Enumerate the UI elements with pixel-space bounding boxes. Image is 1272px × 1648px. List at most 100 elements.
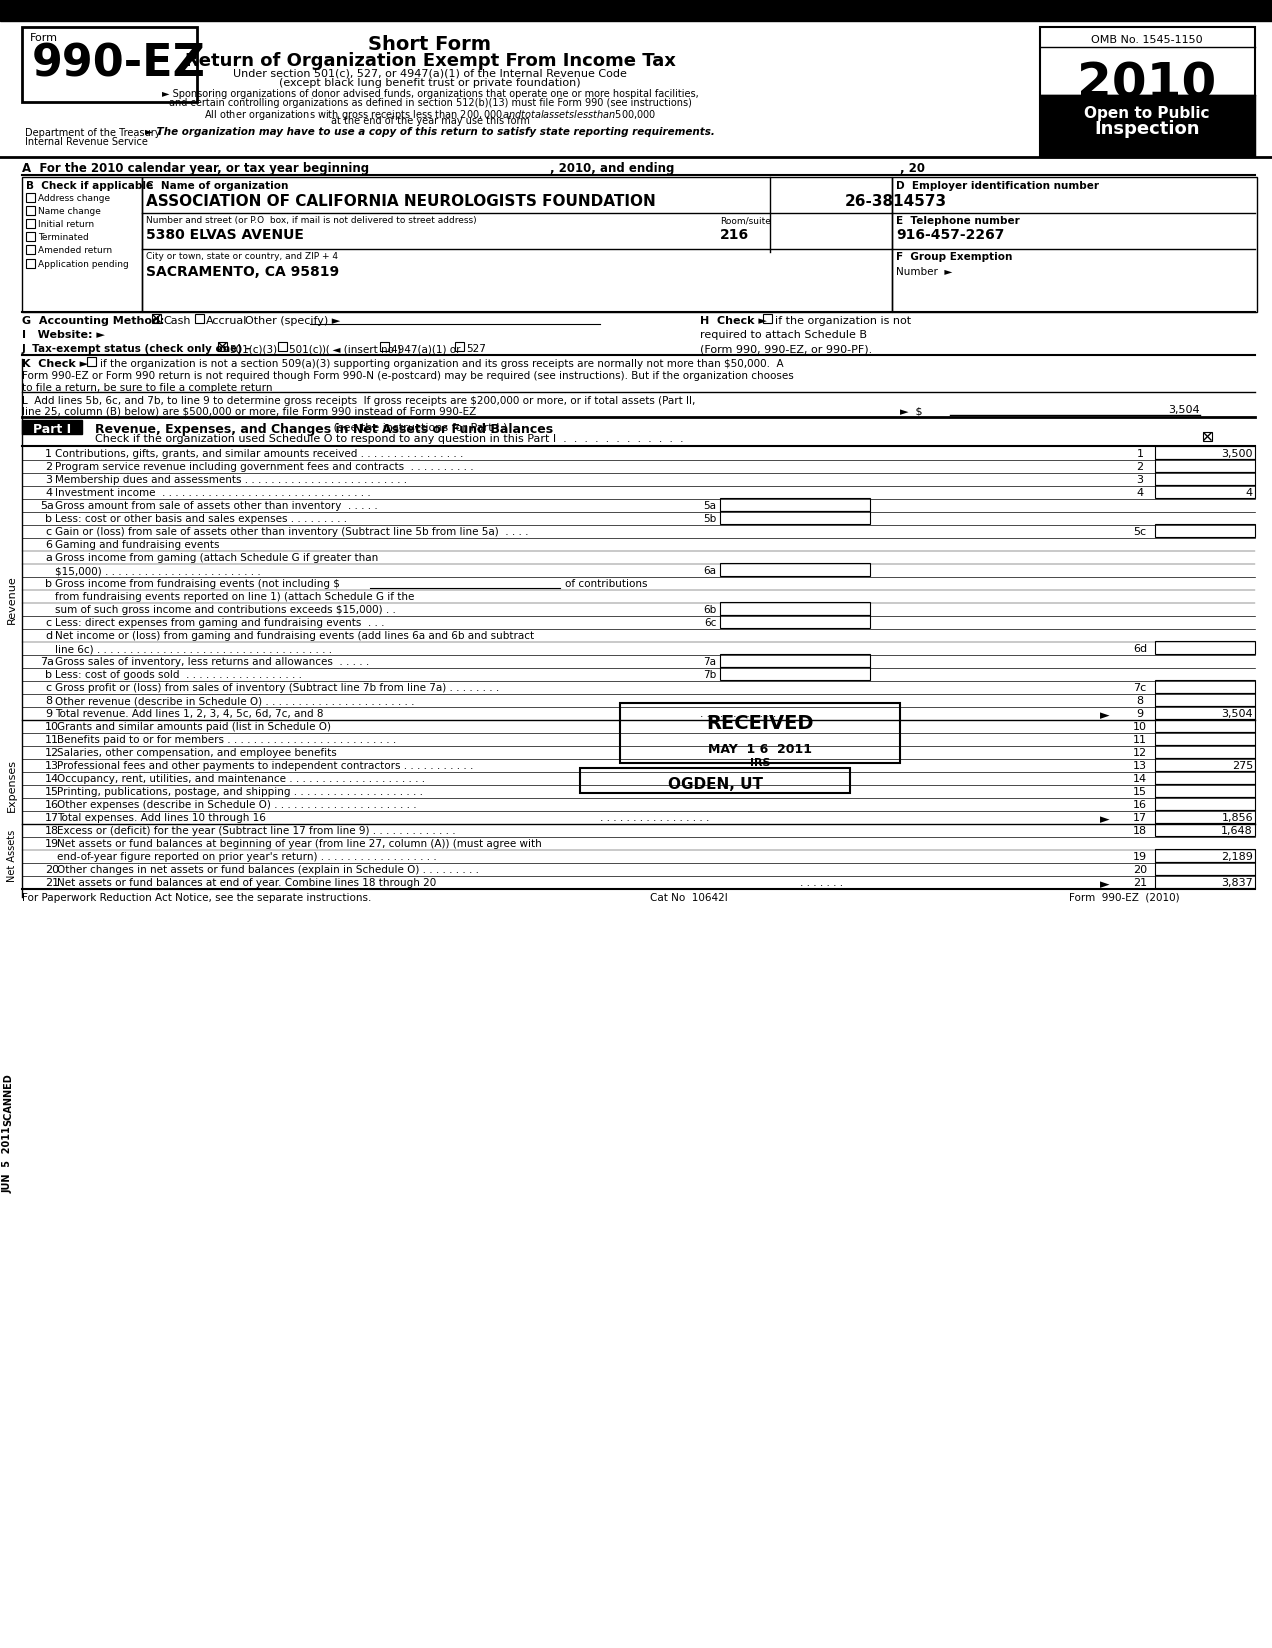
Text: Less: direct expenses from gaming and fundraising events  . . .: Less: direct expenses from gaming and fu…	[55, 618, 384, 628]
Text: 9: 9	[45, 709, 52, 719]
Text: 6b: 6b	[703, 605, 716, 615]
Text: 1: 1	[45, 448, 52, 458]
Bar	[1040, 96, 1255, 158]
Bar	[218, 343, 226, 351]
Bar	[1155, 745, 1255, 758]
Text: Net assets or fund balances at beginning of year (from line 27, column (A)) (mus: Net assets or fund balances at beginning…	[57, 839, 542, 849]
Bar	[142, 178, 892, 313]
Text: . . . . . . . . . . . . . . . . .: . . . . . . . . . . . . . . . . .	[600, 812, 710, 822]
Text: ►: ►	[1100, 812, 1109, 826]
Text: 6a: 6a	[703, 565, 716, 575]
Text: 4: 4	[1136, 488, 1144, 498]
Text: Gross sales of inventory, less returns and allowances  . . . . .: Gross sales of inventory, less returns a…	[55, 656, 369, 666]
Text: 216: 216	[720, 227, 749, 242]
Text: 9: 9	[1136, 709, 1144, 719]
Bar	[763, 315, 772, 323]
Text: 7c: 7c	[1133, 682, 1146, 692]
Text: Short Form: Short Form	[369, 35, 491, 54]
Text: 10: 10	[45, 722, 59, 732]
Text: Professional fees and other payments to independent contractors . . . . . . . . : Professional fees and other payments to …	[57, 760, 473, 771]
Text: F  Group Exemption: F Group Exemption	[895, 252, 1013, 262]
Text: c: c	[45, 527, 51, 537]
Text: All other organizations with gross receipts less than $200,000 and total assets : All other organizations with gross recei…	[204, 107, 656, 122]
Text: Revenue: Revenue	[8, 575, 17, 625]
Bar	[1155, 811, 1255, 824]
Text: 7a: 7a	[703, 656, 716, 666]
Text: 990-EZ: 990-EZ	[32, 41, 206, 86]
Text: and certain controlling organizations as defined in section 512(b)(13) must file: and certain controlling organizations as…	[169, 97, 692, 107]
Text: Occupancy, rent, utilities, and maintenance . . . . . . . . . . . . . . . . . . : Occupancy, rent, utilities, and maintena…	[57, 773, 425, 783]
Text: Initial return: Initial return	[38, 219, 94, 229]
Bar	[1155, 524, 1255, 537]
Text: Other revenue (describe in Schedule O) . . . . . . . . . . . . . . . . . . . . .: Other revenue (describe in Schedule O) .…	[55, 695, 415, 705]
Text: 20: 20	[1133, 865, 1147, 875]
Text: ► Sponsoring organizations of donor advised funds, organizations that operate on: ► Sponsoring organizations of donor advi…	[162, 89, 698, 99]
Text: Other changes in net assets or fund balances (explain in Schedule O) . . . . . .: Other changes in net assets or fund bala…	[57, 865, 480, 875]
Text: OGDEN, UT: OGDEN, UT	[668, 776, 762, 791]
Text: 18: 18	[1133, 826, 1147, 836]
Text: end-of-year figure reported on prior year's return) . . . . . . . . . . . . . . : end-of-year figure reported on prior yea…	[57, 852, 436, 862]
Bar	[380, 343, 389, 351]
Text: c: c	[45, 618, 51, 628]
Text: Gross income from gaming (attach Schedule G if greater than: Gross income from gaming (attach Schedul…	[55, 552, 378, 562]
Bar	[1155, 486, 1255, 499]
Text: ► The organization may have to use a copy of this return to satisfy state report: ► The organization may have to use a cop…	[145, 127, 715, 137]
Bar	[25, 208, 36, 216]
Text: E  Telephone number: E Telephone number	[895, 216, 1020, 226]
Text: line 6c) . . . . . . . . . . . . . . . . . . . . . . . . . . . . . . . . . . . .: line 6c) . . . . . . . . . . . . . . . .…	[55, 644, 332, 654]
Bar	[1155, 707, 1255, 720]
Text: 275: 275	[1231, 760, 1253, 771]
Text: SACRAMENTO, CA 95819: SACRAMENTO, CA 95819	[146, 265, 340, 279]
Text: (Form 990, 990-EZ, or 990-PF).: (Form 990, 990-EZ, or 990-PF).	[700, 344, 873, 354]
Text: Other (specify) ►: Other (specify) ►	[245, 316, 340, 326]
Text: Investment income  . . . . . . . . . . . . . . . . . . . . . . . . . . . . . . .: Investment income . . . . . . . . . . . …	[55, 488, 370, 498]
Bar	[25, 260, 36, 269]
Text: . . . . . . . . . . . . .: . . . . . . . . . . . . .	[700, 709, 782, 719]
Text: Room/suite: Room/suite	[720, 216, 771, 224]
Text: 11: 11	[1133, 735, 1147, 745]
Text: Cash: Cash	[163, 316, 191, 326]
Text: 15: 15	[1133, 786, 1147, 796]
Text: ►  $: ► $	[901, 407, 922, 417]
Text: Net income or (loss) from gaming and fundraising events (add lines 6a and 6b and: Net income or (loss) from gaming and fun…	[55, 631, 534, 641]
Text: 14: 14	[1133, 773, 1147, 783]
Text: 5a: 5a	[703, 501, 716, 511]
Bar	[720, 499, 870, 511]
Text: 2,189: 2,189	[1221, 852, 1253, 862]
Text: Program service revenue including government fees and contracts  . . . . . . . .: Program service revenue including govern…	[55, 461, 473, 471]
Text: Contributions, gifts, grants, and similar amounts received . . . . . . . . . . .: Contributions, gifts, grants, and simila…	[55, 448, 463, 458]
Text: c: c	[45, 682, 51, 692]
Text: Revenue, Expenses, and Changes in Net Assets or Fund Balances: Revenue, Expenses, and Changes in Net As…	[95, 424, 553, 435]
Bar	[25, 232, 36, 242]
Text: 16: 16	[1133, 799, 1147, 809]
Bar	[1155, 758, 1255, 771]
Text: 3,504: 3,504	[1221, 709, 1253, 719]
Text: d: d	[45, 631, 52, 641]
Bar	[1155, 473, 1255, 486]
Bar	[892, 178, 1257, 313]
Bar	[1155, 447, 1255, 460]
Text: Amended return: Amended return	[38, 246, 112, 255]
Bar	[1155, 784, 1255, 798]
Text: 6c: 6c	[703, 618, 716, 628]
Text: Application pending: Application pending	[38, 260, 128, 269]
Text: to file a return, be sure to file a complete return: to file a return, be sure to file a comp…	[22, 382, 272, 392]
Text: Cat No  10642I: Cat No 10642I	[650, 893, 728, 903]
Bar	[22, 178, 142, 313]
Text: Printing, publications, postage, and shipping . . . . . . . . . . . . . . . . . : Printing, publications, postage, and shi…	[57, 786, 424, 796]
Text: 18: 18	[45, 826, 59, 836]
Text: Other expenses (describe in Schedule O) . . . . . . . . . . . . . . . . . . . . : Other expenses (describe in Schedule O) …	[57, 799, 417, 809]
Text: 2: 2	[1136, 461, 1144, 471]
Text: Address change: Address change	[38, 194, 111, 203]
Text: 5380 ELVAS AVENUE: 5380 ELVAS AVENUE	[146, 227, 304, 242]
Text: Less: cost of goods sold  . . . . . . . . . . . . . . . . . .: Less: cost of goods sold . . . . . . . .…	[55, 669, 301, 679]
Bar	[1155, 694, 1255, 707]
Text: required to attach Schedule B: required to attach Schedule B	[700, 330, 868, 339]
Bar	[1203, 433, 1212, 442]
Text: 19: 19	[1133, 852, 1147, 862]
Text: G  Accounting Method:: G Accounting Method:	[22, 316, 164, 326]
Text: C  Name of organization: C Name of organization	[146, 181, 289, 191]
Text: 16: 16	[45, 799, 59, 809]
Text: Gain or (loss) from sale of assets other than inventory (Subtract line 5b from l: Gain or (loss) from sale of assets other…	[55, 527, 528, 537]
Text: 12: 12	[45, 748, 59, 758]
